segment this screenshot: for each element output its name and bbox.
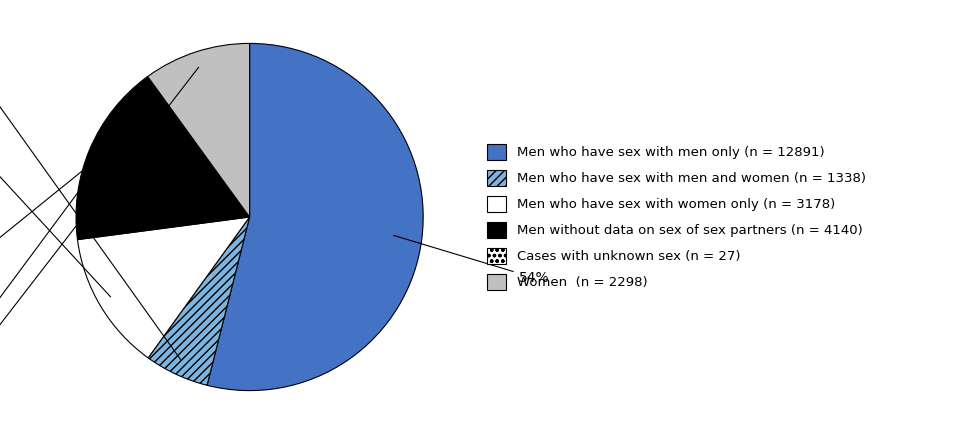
Wedge shape (147, 76, 250, 217)
Text: 13%: 13% (0, 132, 110, 297)
Legend: Men who have sex with men only (n = 12891), Men who have sex with men and women : Men who have sex with men only (n = 1289… (487, 144, 866, 290)
Text: 0%: 0% (0, 90, 154, 345)
Text: 54%: 54% (394, 235, 549, 285)
Wedge shape (78, 217, 250, 358)
Wedge shape (148, 217, 250, 385)
Wedge shape (207, 43, 423, 391)
Text: 10%: 10% (0, 67, 199, 377)
Wedge shape (148, 43, 250, 217)
Text: 17%: 17% (0, 156, 101, 273)
Text: 6%: 6% (0, 57, 180, 359)
Wedge shape (76, 77, 250, 240)
